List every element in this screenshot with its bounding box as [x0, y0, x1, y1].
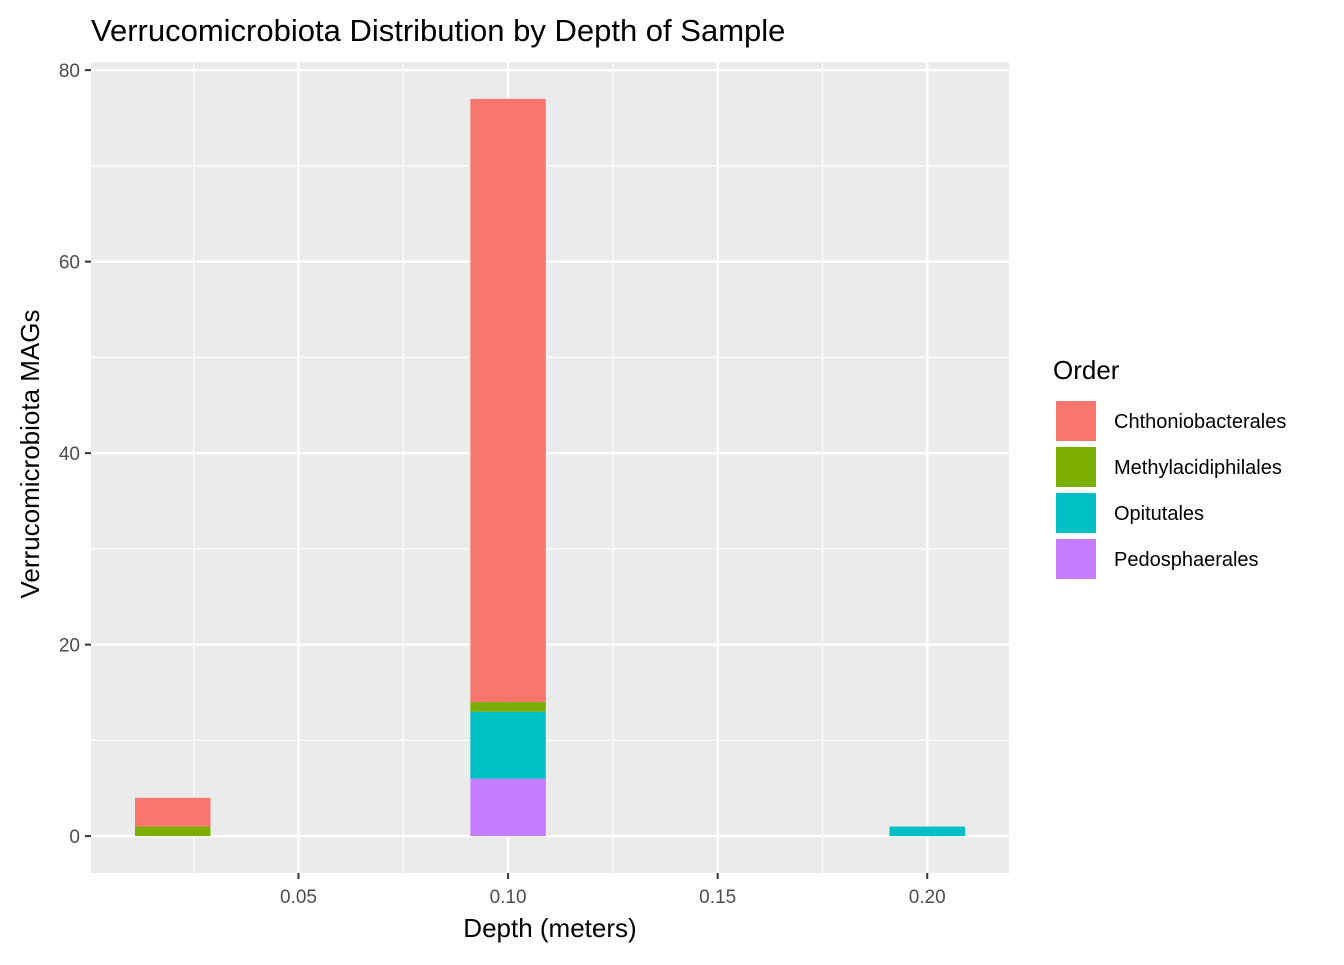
bar-segment-opitutales	[470, 711, 546, 779]
bar-segment-chthoniobacterales	[470, 98, 546, 703]
legend-swatch-opitutales	[1054, 491, 1098, 535]
bar-segment-methylacidiphilales	[470, 702, 546, 712]
legend-swatch-chthoniobacterales	[1054, 399, 1098, 443]
x-axis-label: Depth (meters)	[463, 913, 636, 943]
legend-label: Pedosphaerales	[1114, 549, 1259, 571]
legend-label: Chthoniobacterales	[1114, 411, 1286, 433]
y-tick-label: 0	[69, 827, 80, 848]
y-tick-label: 80	[59, 61, 80, 82]
y-tick-label: 60	[59, 253, 80, 274]
bar-segment-pedosphaerales	[470, 778, 546, 837]
legend: Order Chthoniobacterales Methylacidiphila…	[1053, 355, 1286, 581]
plot-panel	[91, 62, 1009, 873]
panel-background	[91, 62, 1009, 873]
chart-title: Verrucomicrobiota Distribution by Depth …	[91, 13, 785, 48]
legend-items: Chthoniobacterales Methylacidiphilales Opi…	[1054, 399, 1286, 581]
legend-title: Order	[1053, 355, 1120, 385]
legend-label: Methylacidiphilales	[1114, 457, 1282, 479]
y-tick-label: 20	[59, 636, 80, 657]
bar-segment-chthoniobacterales	[135, 797, 211, 827]
legend-swatch-methylacidiphilales	[1054, 445, 1098, 489]
legend-label: Opitutales	[1114, 503, 1204, 525]
legend-swatch-pedosphaerales	[1054, 537, 1098, 581]
axes: 0 20 40 60 80 0.05 0.10 0.15 0.20	[59, 61, 946, 908]
y-tick-label: 40	[59, 444, 80, 465]
x-tick-label: 0.05	[280, 887, 317, 908]
x-tick-label: 0.20	[909, 887, 946, 908]
bar-segment-opitutales	[889, 826, 965, 837]
x-tick-label: 0.10	[490, 887, 527, 908]
x-tick-label: 0.15	[699, 887, 736, 908]
bar-layer	[135, 98, 965, 837]
bar-segment-methylacidiphilales	[135, 826, 211, 837]
y-axis-label: Verrucomicrobiota MAGs	[15, 310, 45, 599]
